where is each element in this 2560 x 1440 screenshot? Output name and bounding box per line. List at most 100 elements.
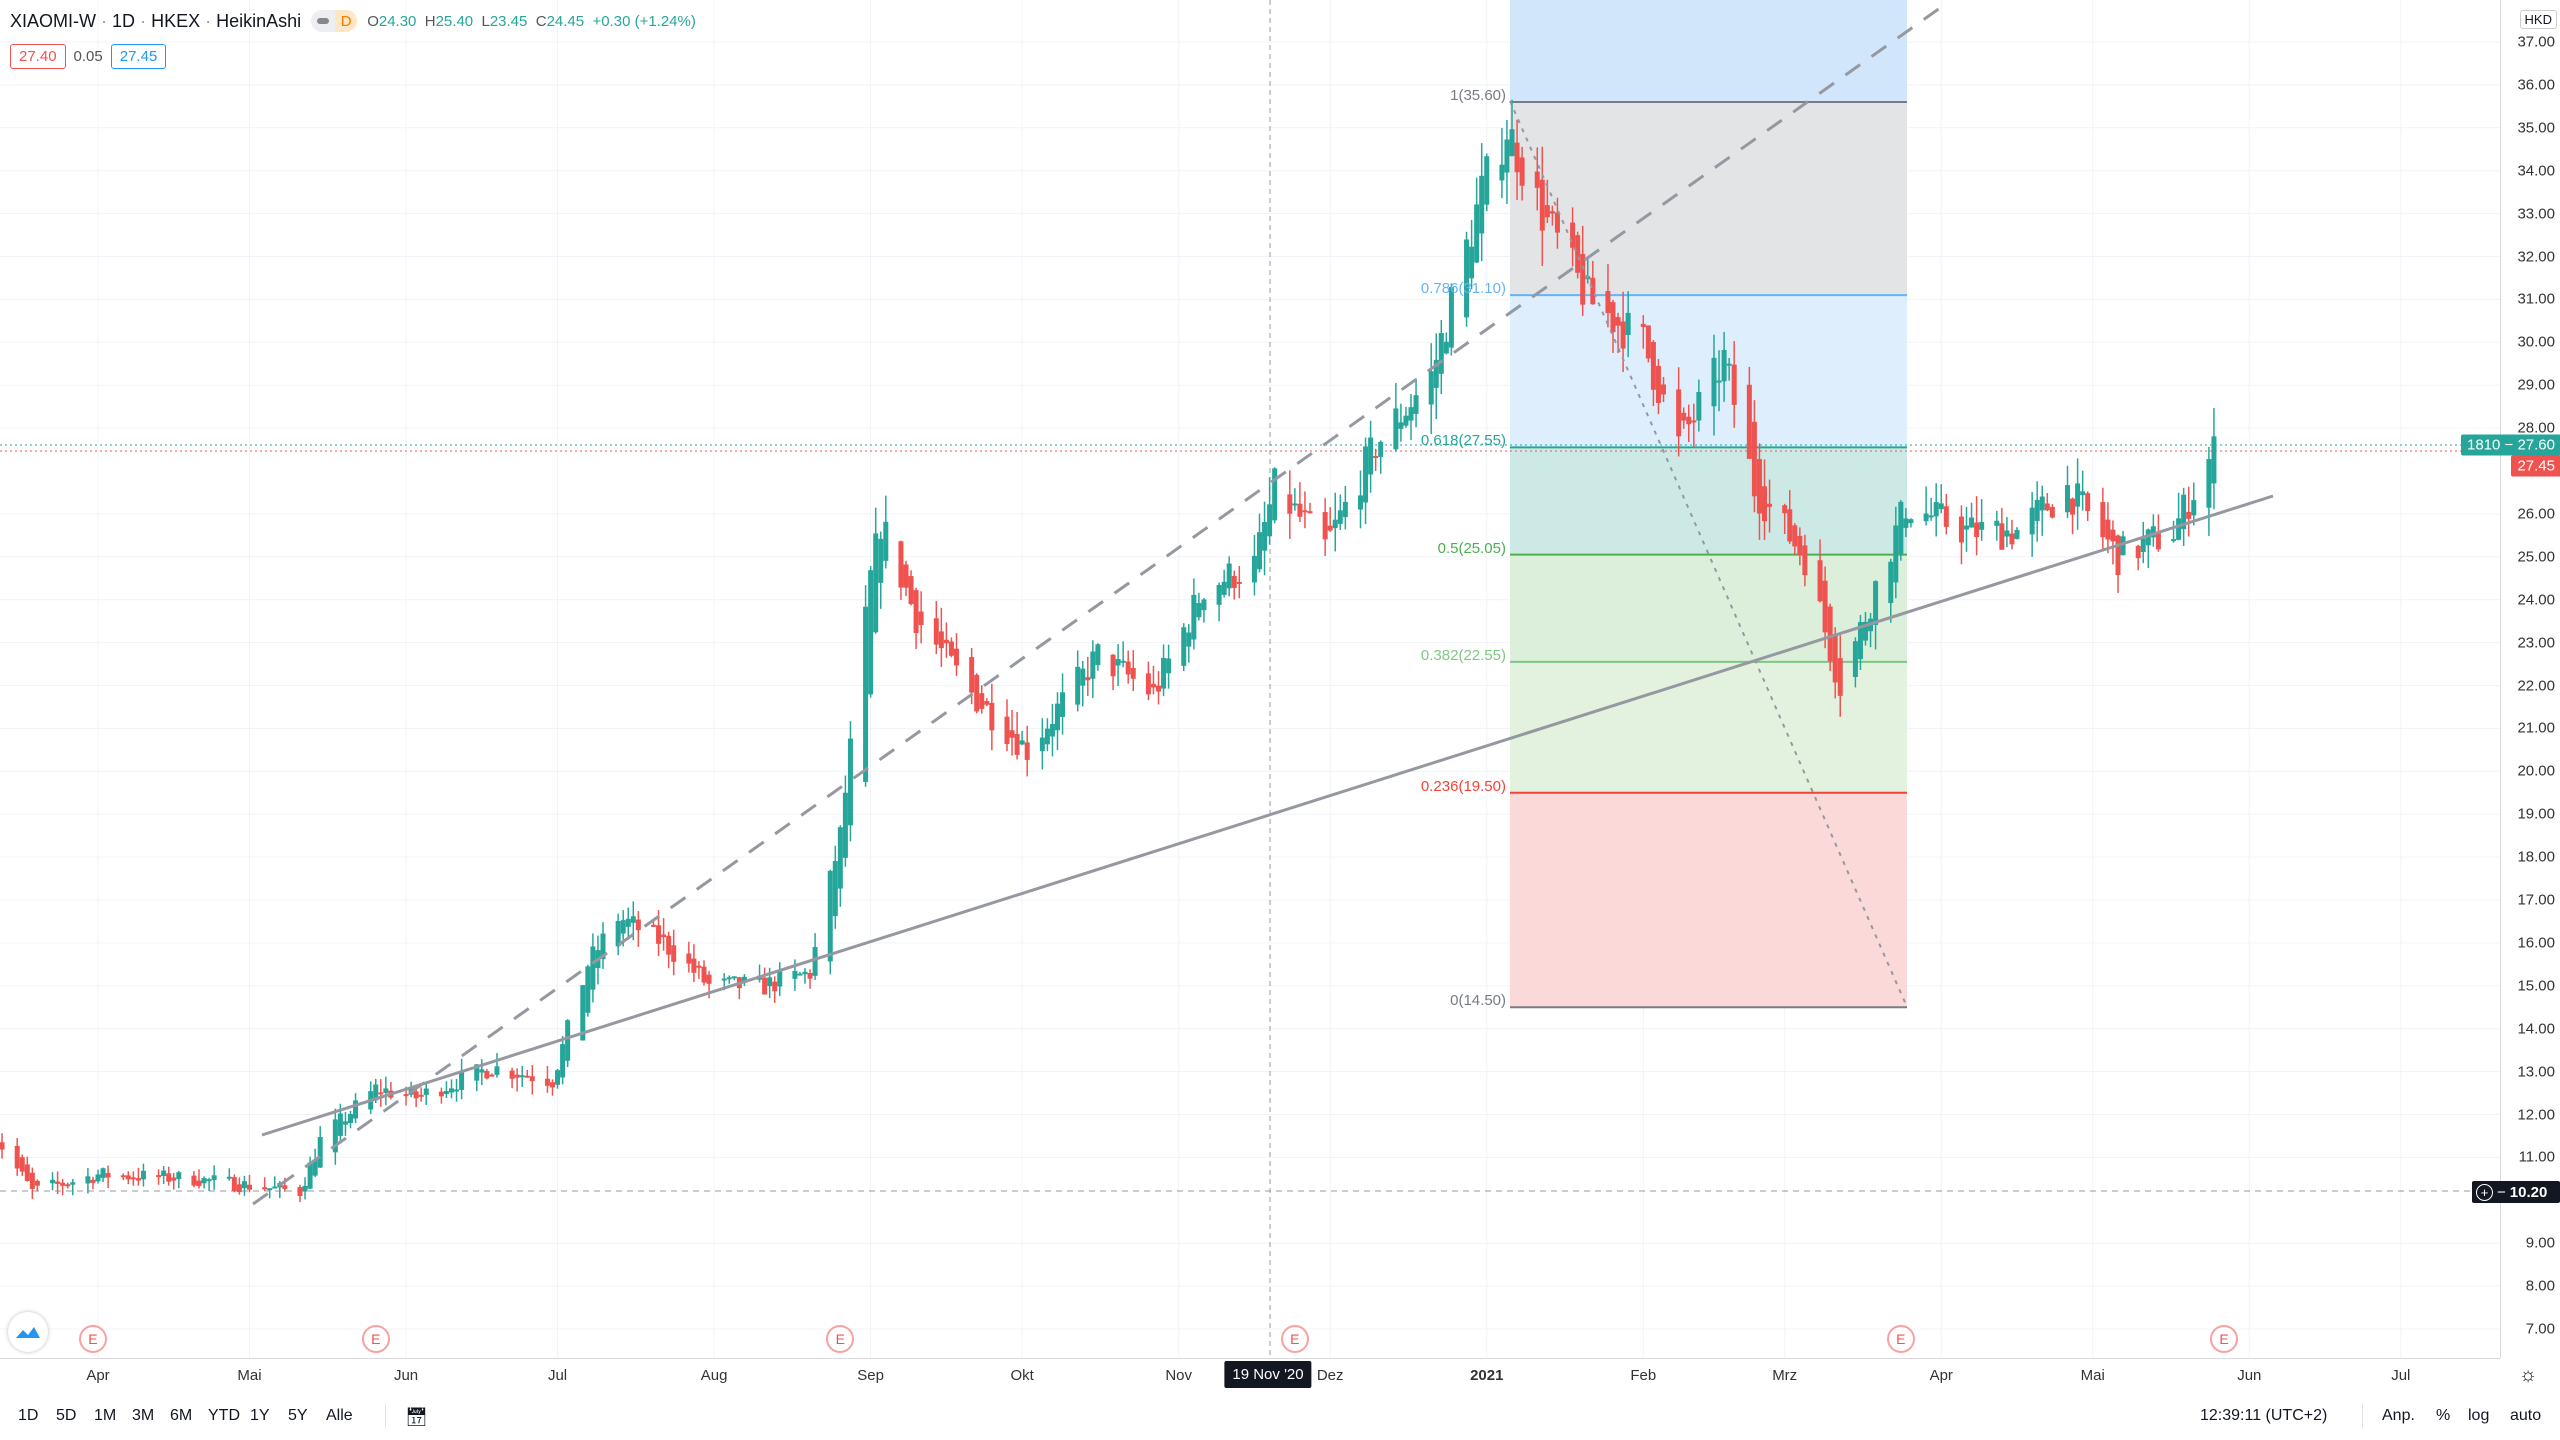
candle-body [868, 570, 874, 695]
earnings-marker[interactable]: E [1886, 1325, 1915, 1353]
candle [1762, 459, 1767, 540]
candle-body [1221, 581, 1227, 595]
candle-body [135, 1178, 141, 1181]
fib-zone [1510, 792, 1907, 1008]
candle-body [1433, 359, 1439, 388]
candle-body [1125, 661, 1131, 675]
candle [1251, 535, 1257, 596]
earnings-marker[interactable]: E [1280, 1325, 1309, 1353]
candle [691, 944, 697, 983]
candle-body [241, 1181, 247, 1189]
candle-body [1307, 511, 1313, 514]
clock[interactable]: 12:39:11 (UTC+2) [2200, 1407, 2328, 1424]
candle [2075, 458, 2081, 530]
price-tick: 37.00 [2517, 33, 2555, 51]
earnings-marker[interactable]: E [78, 1325, 107, 1353]
candle [1448, 283, 1454, 356]
candle-body [954, 648, 959, 666]
symbol-title[interactable]: XIAOMI-W · 1D · HKEX · HeikinAshi [10, 10, 302, 31]
candle-body [1726, 363, 1732, 366]
candle [1433, 333, 1439, 420]
candle [1514, 119, 1520, 200]
candle-body [2065, 485, 2070, 513]
candle-body [1787, 509, 1793, 542]
last-price-label: 1810 − 27.60 [2460, 434, 2560, 456]
candle-body [2009, 533, 2015, 545]
market-status-badge[interactable]: D [311, 10, 358, 32]
candle [560, 1036, 566, 1085]
candle [161, 1166, 167, 1185]
candle-body [403, 1094, 409, 1097]
candle-body [2211, 436, 2217, 484]
fib-level-label: 0(14.50) [1450, 992, 1506, 1010]
price-axis[interactable]: HKD 37.00 36.00 35.00 34.00 33.00 32.00 31.00 3… [2460, 0, 2560, 1358]
candle-body [1236, 581, 1242, 584]
add-alert-icon[interactable]: + [2476, 1183, 2493, 1201]
candle [95, 1169, 101, 1184]
range-button-1y[interactable]: 1Y [250, 1407, 270, 1424]
range-button-6m[interactable]: 6M [170, 1407, 193, 1424]
candle [832, 845, 838, 929]
candle [1358, 470, 1363, 529]
sell-button[interactable]: 27.40 [10, 44, 66, 69]
range-button-ytd[interactable]: YTD [208, 1407, 240, 1424]
range-button-1d[interactable]: 1D [18, 1407, 39, 1424]
chart-logo-icon[interactable] [8, 1312, 48, 1352]
earnings-marker[interactable]: E [826, 1325, 855, 1353]
candle-body [671, 945, 677, 962]
adjust-button[interactable]: Anp. [2382, 1407, 2415, 1424]
log-button[interactable]: log [2468, 1407, 2490, 1424]
candle-body [656, 925, 662, 944]
goto-date-icon[interactable]: 📅︎ [405, 1407, 428, 1427]
candle-body [1792, 525, 1798, 547]
candle-body [120, 1175, 126, 1178]
candle [1509, 99, 1515, 157]
candle [474, 1064, 480, 1092]
candle [762, 967, 768, 995]
candle-body [696, 965, 702, 968]
candle [1787, 490, 1793, 544]
candle-body [1019, 740, 1025, 745]
earnings-marker[interactable]: E [2210, 1325, 2239, 1353]
candle [1196, 592, 1202, 621]
range-button-5y[interactable]: 5Y [288, 1407, 308, 1424]
crosshair-price-label[interactable]: + − 10.20 [2472, 1181, 2560, 1203]
range-button-5d[interactable]: 5D [56, 1407, 77, 1424]
candle [1373, 448, 1379, 471]
candle [898, 540, 904, 600]
candle [368, 1081, 374, 1114]
candle [544, 1065, 550, 1093]
candle [1221, 569, 1227, 598]
candle-body [1857, 622, 1863, 660]
bid-ask: 27.40 0.05 27.45 [10, 44, 167, 69]
candle-body [1297, 503, 1303, 517]
candle [1650, 340, 1656, 407]
candle [166, 1166, 172, 1186]
candle-body [1958, 516, 1964, 543]
candle-body [140, 1170, 146, 1180]
auto-button[interactable]: auto [2510, 1407, 2542, 1424]
buy-button[interactable]: 27.45 [110, 44, 167, 69]
range-button-alle[interactable]: Alle [326, 1407, 353, 1424]
earnings-marker[interactable]: E [361, 1325, 390, 1353]
candle-body [2115, 535, 2121, 576]
candle-body [2085, 493, 2091, 511]
candle [1888, 558, 1894, 623]
settings-icon[interactable]: ☼ [2518, 1364, 2538, 1386]
candle [797, 971, 803, 976]
currency-button[interactable]: HKD [2519, 10, 2557, 29]
percent-button[interactable]: % [2436, 1407, 2451, 1424]
chart-plot-area[interactable] [0, 0, 2500, 1358]
candle-body [1650, 341, 1656, 390]
candle-body [1974, 522, 1980, 538]
range-button-1m[interactable]: 1M [94, 1407, 117, 1424]
ask-price-label: 27.45 [2511, 455, 2560, 477]
candle [1974, 496, 1980, 556]
trendline-dashed[interactable] [252, 6, 1941, 1206]
fib-retracement[interactable] [1510, 0, 1907, 1009]
time-tick: Okt [1010, 1367, 1034, 1384]
trendline-support[interactable] [261, 494, 2274, 1137]
candle-body [2110, 529, 2116, 542]
range-button-3m[interactable]: 3M [132, 1407, 155, 1424]
time-axis[interactable]: Apr Mai Jun Jul Aug Sep Okt Nov Dez 2021 Feb Mrz Apr… [0, 1358, 2500, 1395]
